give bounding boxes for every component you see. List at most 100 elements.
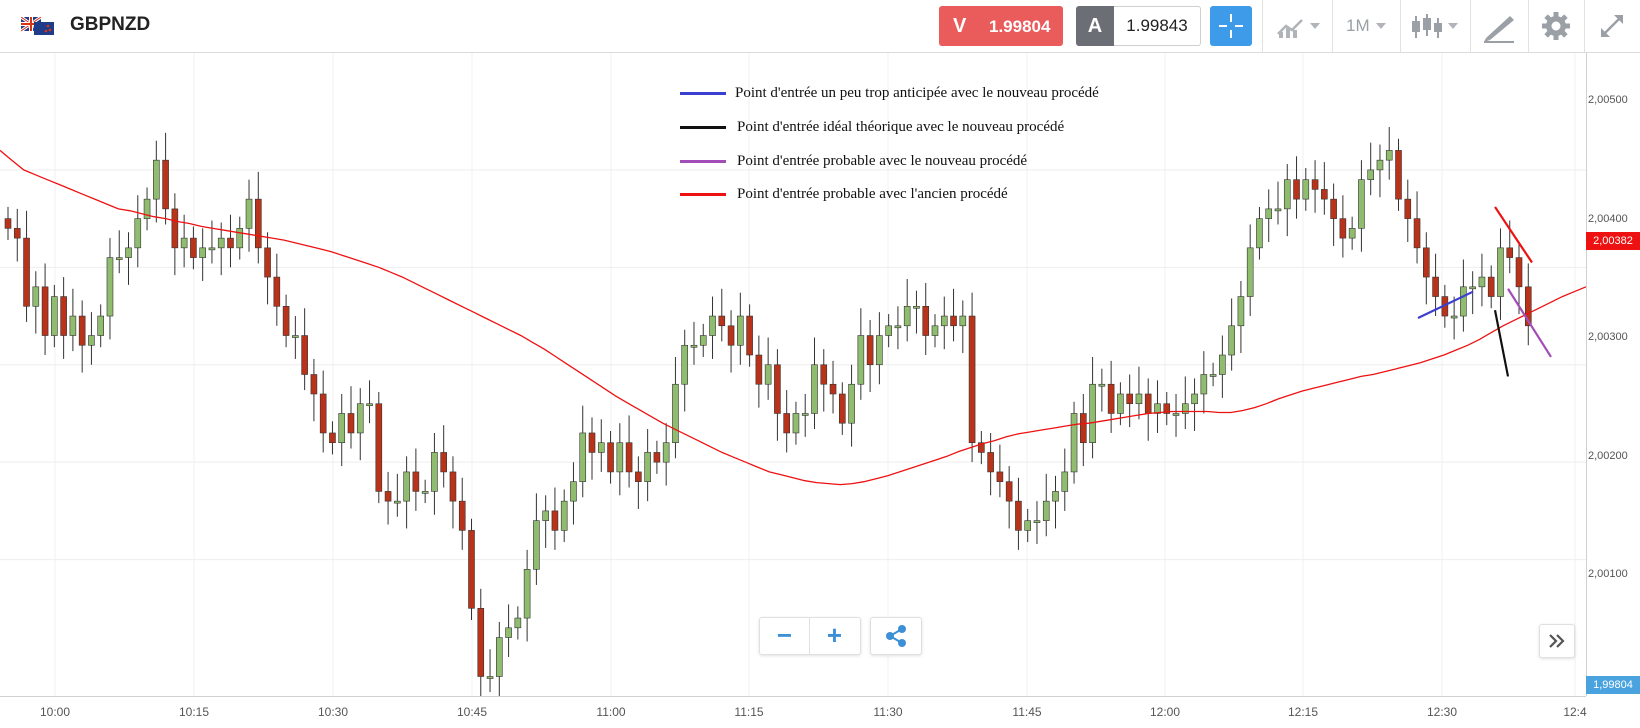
candle-bullish [356, 403, 364, 434]
candle-bearish [60, 296, 67, 336]
candle-bearish [718, 315, 726, 327]
candle-bearish [746, 315, 753, 356]
candle-bullish [125, 247, 132, 258]
toolbar-divider [1262, 0, 1263, 52]
candle-bullish [1460, 286, 1467, 317]
time-tick: 11:00 [596, 705, 626, 719]
candles-icon [1412, 14, 1458, 38]
candle-bearish [607, 442, 614, 473]
candle-bearish [1515, 257, 1523, 288]
candle-bearish [41, 286, 49, 336]
candle-bullish [681, 344, 689, 385]
timeframe-button[interactable]: 1M [1342, 8, 1394, 44]
candle-bullish [1172, 413, 1180, 416]
candle-bearish [1321, 189, 1328, 200]
candle-bearish [1506, 247, 1514, 258]
buy-price[interactable]: 1.99843 [1114, 6, 1201, 46]
zoom-in-button[interactable]: + [826, 620, 843, 650]
candle-bullish [1070, 413, 1078, 473]
candle-bearish [23, 237, 30, 307]
candle-bearish [301, 335, 308, 375]
candle-bullish [1367, 169, 1374, 180]
candle-bullish [662, 442, 670, 463]
candle-bearish [384, 491, 392, 502]
candle-bullish [366, 403, 373, 407]
candle-bullish [737, 315, 744, 346]
candle-bullish [486, 676, 494, 679]
price-chart[interactable] [0, 53, 1586, 696]
candle-bullish [88, 335, 95, 346]
candles-button[interactable] [1408, 8, 1464, 44]
candle-bearish [1432, 276, 1439, 297]
scroll-to-latest-button[interactable] [1539, 624, 1575, 658]
candle-bullish [514, 617, 522, 629]
candle-bullish [801, 413, 809, 416]
candle-bullish [403, 471, 410, 502]
candle-bullish [1376, 159, 1384, 171]
candle-bullish [1265, 208, 1273, 219]
candle-bearish [866, 335, 874, 366]
candle-bearish [774, 364, 781, 414]
candle-bullish [1256, 218, 1263, 249]
chart-type-button[interactable] [1274, 8, 1326, 44]
candle-bullish [1089, 383, 1096, 443]
price-tick: 2,00300 [1588, 331, 1628, 343]
candle-bullish [69, 315, 77, 336]
share-button[interactable] [870, 617, 922, 655]
candle-bearish [1413, 218, 1421, 249]
candle-bearish [254, 198, 262, 249]
candle-bullish [848, 383, 855, 424]
draw-tools-button[interactable] [1480, 8, 1520, 44]
candle-bullish [885, 325, 892, 336]
candle-bearish [1015, 500, 1022, 531]
legend-item-purple: Point d'entrée probable avec le nouveau … [737, 153, 1028, 169]
candle-bearish [310, 374, 318, 395]
candle-bullish [1042, 500, 1050, 521]
sell-button[interactable]: V 1.99804 [939, 6, 1063, 46]
time-axis[interactable]: 10:00 10:15 10:30 10:45 11:00 11:15 11:3… [0, 696, 1587, 728]
time-tick: 11:30 [873, 705, 903, 719]
price-axis[interactable] [1586, 53, 1640, 696]
candle-bearish [449, 471, 457, 502]
candle-bullish [245, 198, 253, 229]
time-tick: 10:45 [456, 705, 488, 719]
settings-button[interactable] [1536, 8, 1576, 44]
candle-bullish [1200, 374, 1208, 395]
double-chevron-right-icon [1549, 634, 1565, 648]
candle-bearish [987, 452, 994, 473]
fullscreen-icon [1601, 15, 1623, 37]
candle-bearish [162, 159, 169, 210]
candle-bullish [709, 315, 716, 336]
candle-bullish [421, 491, 429, 494]
candle-bullish [338, 413, 346, 443]
zoom-controls: − + [759, 617, 861, 655]
candle-bullish [560, 500, 568, 531]
red-entry-line [1494, 206, 1533, 264]
candle-bullish [1024, 520, 1031, 531]
candle-bearish [1005, 481, 1013, 502]
candle-bearish [829, 383, 837, 395]
crosshair-icon [1219, 14, 1243, 38]
candle-bearish [1311, 179, 1319, 190]
time-tick: 11:15 [734, 705, 764, 719]
candle-bearish [635, 471, 642, 482]
candle-bullish [1283, 179, 1291, 210]
fullscreen-button[interactable] [1592, 8, 1632, 44]
candle-bullish [106, 257, 114, 317]
candle-bullish [505, 627, 512, 638]
candle-bullish [1450, 315, 1458, 319]
candle-bullish [672, 383, 679, 443]
candle-bullish [1385, 150, 1393, 161]
toolbar-divider [1470, 0, 1471, 52]
candle-bullish [1469, 286, 1476, 290]
zoom-out-button[interactable]: − [760, 618, 810, 654]
candle-bearish [588, 432, 596, 453]
buy-button[interactable]: A [1076, 6, 1114, 46]
legend-item-blue: Point d'entrée un peu trop anticipée ave… [735, 85, 1099, 101]
time-tick: 10:15 [178, 705, 210, 719]
candle-bearish [1339, 218, 1347, 239]
toolbar-divider [1332, 0, 1333, 52]
candle-bullish [1181, 403, 1189, 414]
candle-bullish [940, 315, 948, 327]
crosshair-button[interactable] [1210, 6, 1252, 46]
